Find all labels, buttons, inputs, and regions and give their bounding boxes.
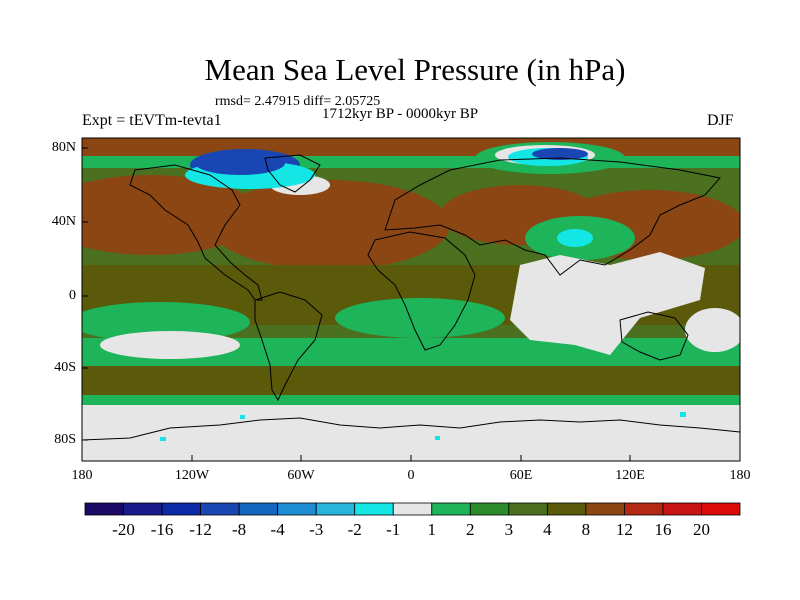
colorbar — [84, 502, 741, 516]
colorbar-label: 20 — [692, 520, 710, 539]
colorbar-swatch — [701, 502, 741, 516]
greenland-coast — [264, 154, 321, 193]
colorbar-label: 3 — [504, 520, 514, 539]
pressure-field — [82, 138, 740, 461]
fleck-3 — [435, 436, 440, 440]
colorbar-swatch — [431, 502, 471, 516]
tibet-low-cyan — [557, 229, 593, 247]
colorbar-swatch — [354, 502, 394, 516]
colorbar-swatch — [123, 502, 163, 516]
lon-label-180w: 180 — [71, 468, 93, 483]
lat-label-0: 0 — [69, 288, 76, 303]
colorbar-label: 2 — [466, 520, 475, 539]
colorbar-swatch — [200, 502, 240, 516]
australia-coast — [619, 311, 689, 361]
colorbar-label: 8 — [581, 520, 591, 539]
colorbar-swatch — [315, 502, 356, 516]
southern-olive-band — [82, 365, 740, 400]
south-america-coast — [254, 291, 323, 402]
colorbar-swatch — [624, 502, 664, 516]
colorbar-label: -8 — [232, 520, 247, 539]
lon-label-180e: 180 — [729, 468, 751, 483]
lat-label-40n: 40N — [51, 214, 76, 229]
lon-label-60w: 60W — [287, 468, 315, 483]
colorbar-label: -2 — [347, 520, 362, 539]
coastlines — [82, 154, 740, 441]
experiment-label: Expt = tEVTm-tevta1 — [82, 112, 222, 129]
greenland-low-core — [195, 151, 285, 175]
rmsd-diff-stats: rmsd= 2.47915 diff= 2.05725 — [215, 94, 381, 109]
colorbar-label: -20 — [112, 520, 135, 539]
pacific-grey — [100, 331, 240, 359]
season-label: DJF — [707, 112, 734, 129]
antarctica-coast — [82, 417, 740, 441]
colorbar-label: -12 — [189, 520, 212, 539]
colorbar-swatch — [546, 502, 587, 516]
fleck-1 — [160, 437, 166, 441]
colorbar-swatch — [277, 502, 317, 516]
time-period-label: 1712kyr BP - 0000kyr BP — [322, 106, 479, 122]
lat-label-80s: 80S — [54, 432, 76, 447]
colorbar-label: -4 — [270, 520, 285, 539]
lon-label-60e: 60E — [509, 468, 533, 483]
colorbar-swatch — [662, 502, 702, 516]
axis-ticks — [82, 147, 631, 461]
lon-label-0: 0 — [407, 468, 415, 483]
lat-label-80n: 80N — [51, 140, 76, 155]
siberia-low-blue — [532, 148, 588, 160]
colorbar-swatch — [392, 502, 433, 516]
colorbar-swatch — [84, 502, 124, 516]
colorbar-swatch — [469, 502, 510, 516]
colorbar-label: 12 — [615, 520, 633, 539]
colorbar-swatch — [161, 502, 201, 516]
atlantic-green — [335, 298, 505, 338]
fleck-4 — [680, 412, 686, 417]
colorbar-label: -16 — [150, 520, 174, 539]
north-atlantic-brown — [210, 180, 450, 270]
pacific-green — [82, 302, 250, 342]
eurasia-coast — [384, 157, 721, 276]
lon-label-120e: 120E — [615, 468, 645, 483]
colorbar-swatch — [508, 502, 548, 516]
colorbar-swatch — [585, 502, 625, 516]
fleck-2 — [240, 415, 245, 419]
lat-label-40s: 40S — [54, 360, 76, 375]
colorbar-swatch — [238, 502, 279, 516]
africa-coast — [367, 231, 476, 351]
arctic-brown-band — [82, 138, 740, 156]
colorbar-label: 1 — [427, 520, 437, 539]
east-pacific-grey — [685, 308, 740, 352]
colorbar-label: 16 — [654, 520, 672, 539]
indian-ocean-grey — [510, 252, 705, 355]
colorbar-label: -1 — [386, 520, 401, 539]
colorbar-label: -3 — [309, 520, 324, 539]
lon-label-120w: 120W — [174, 468, 210, 483]
north-america-coast — [129, 164, 263, 301]
colorbar-label: 4 — [543, 520, 552, 539]
plot-title: Mean Sea Level Pressure (in hPa) — [204, 52, 626, 87]
antarctica-grey — [82, 405, 740, 461]
